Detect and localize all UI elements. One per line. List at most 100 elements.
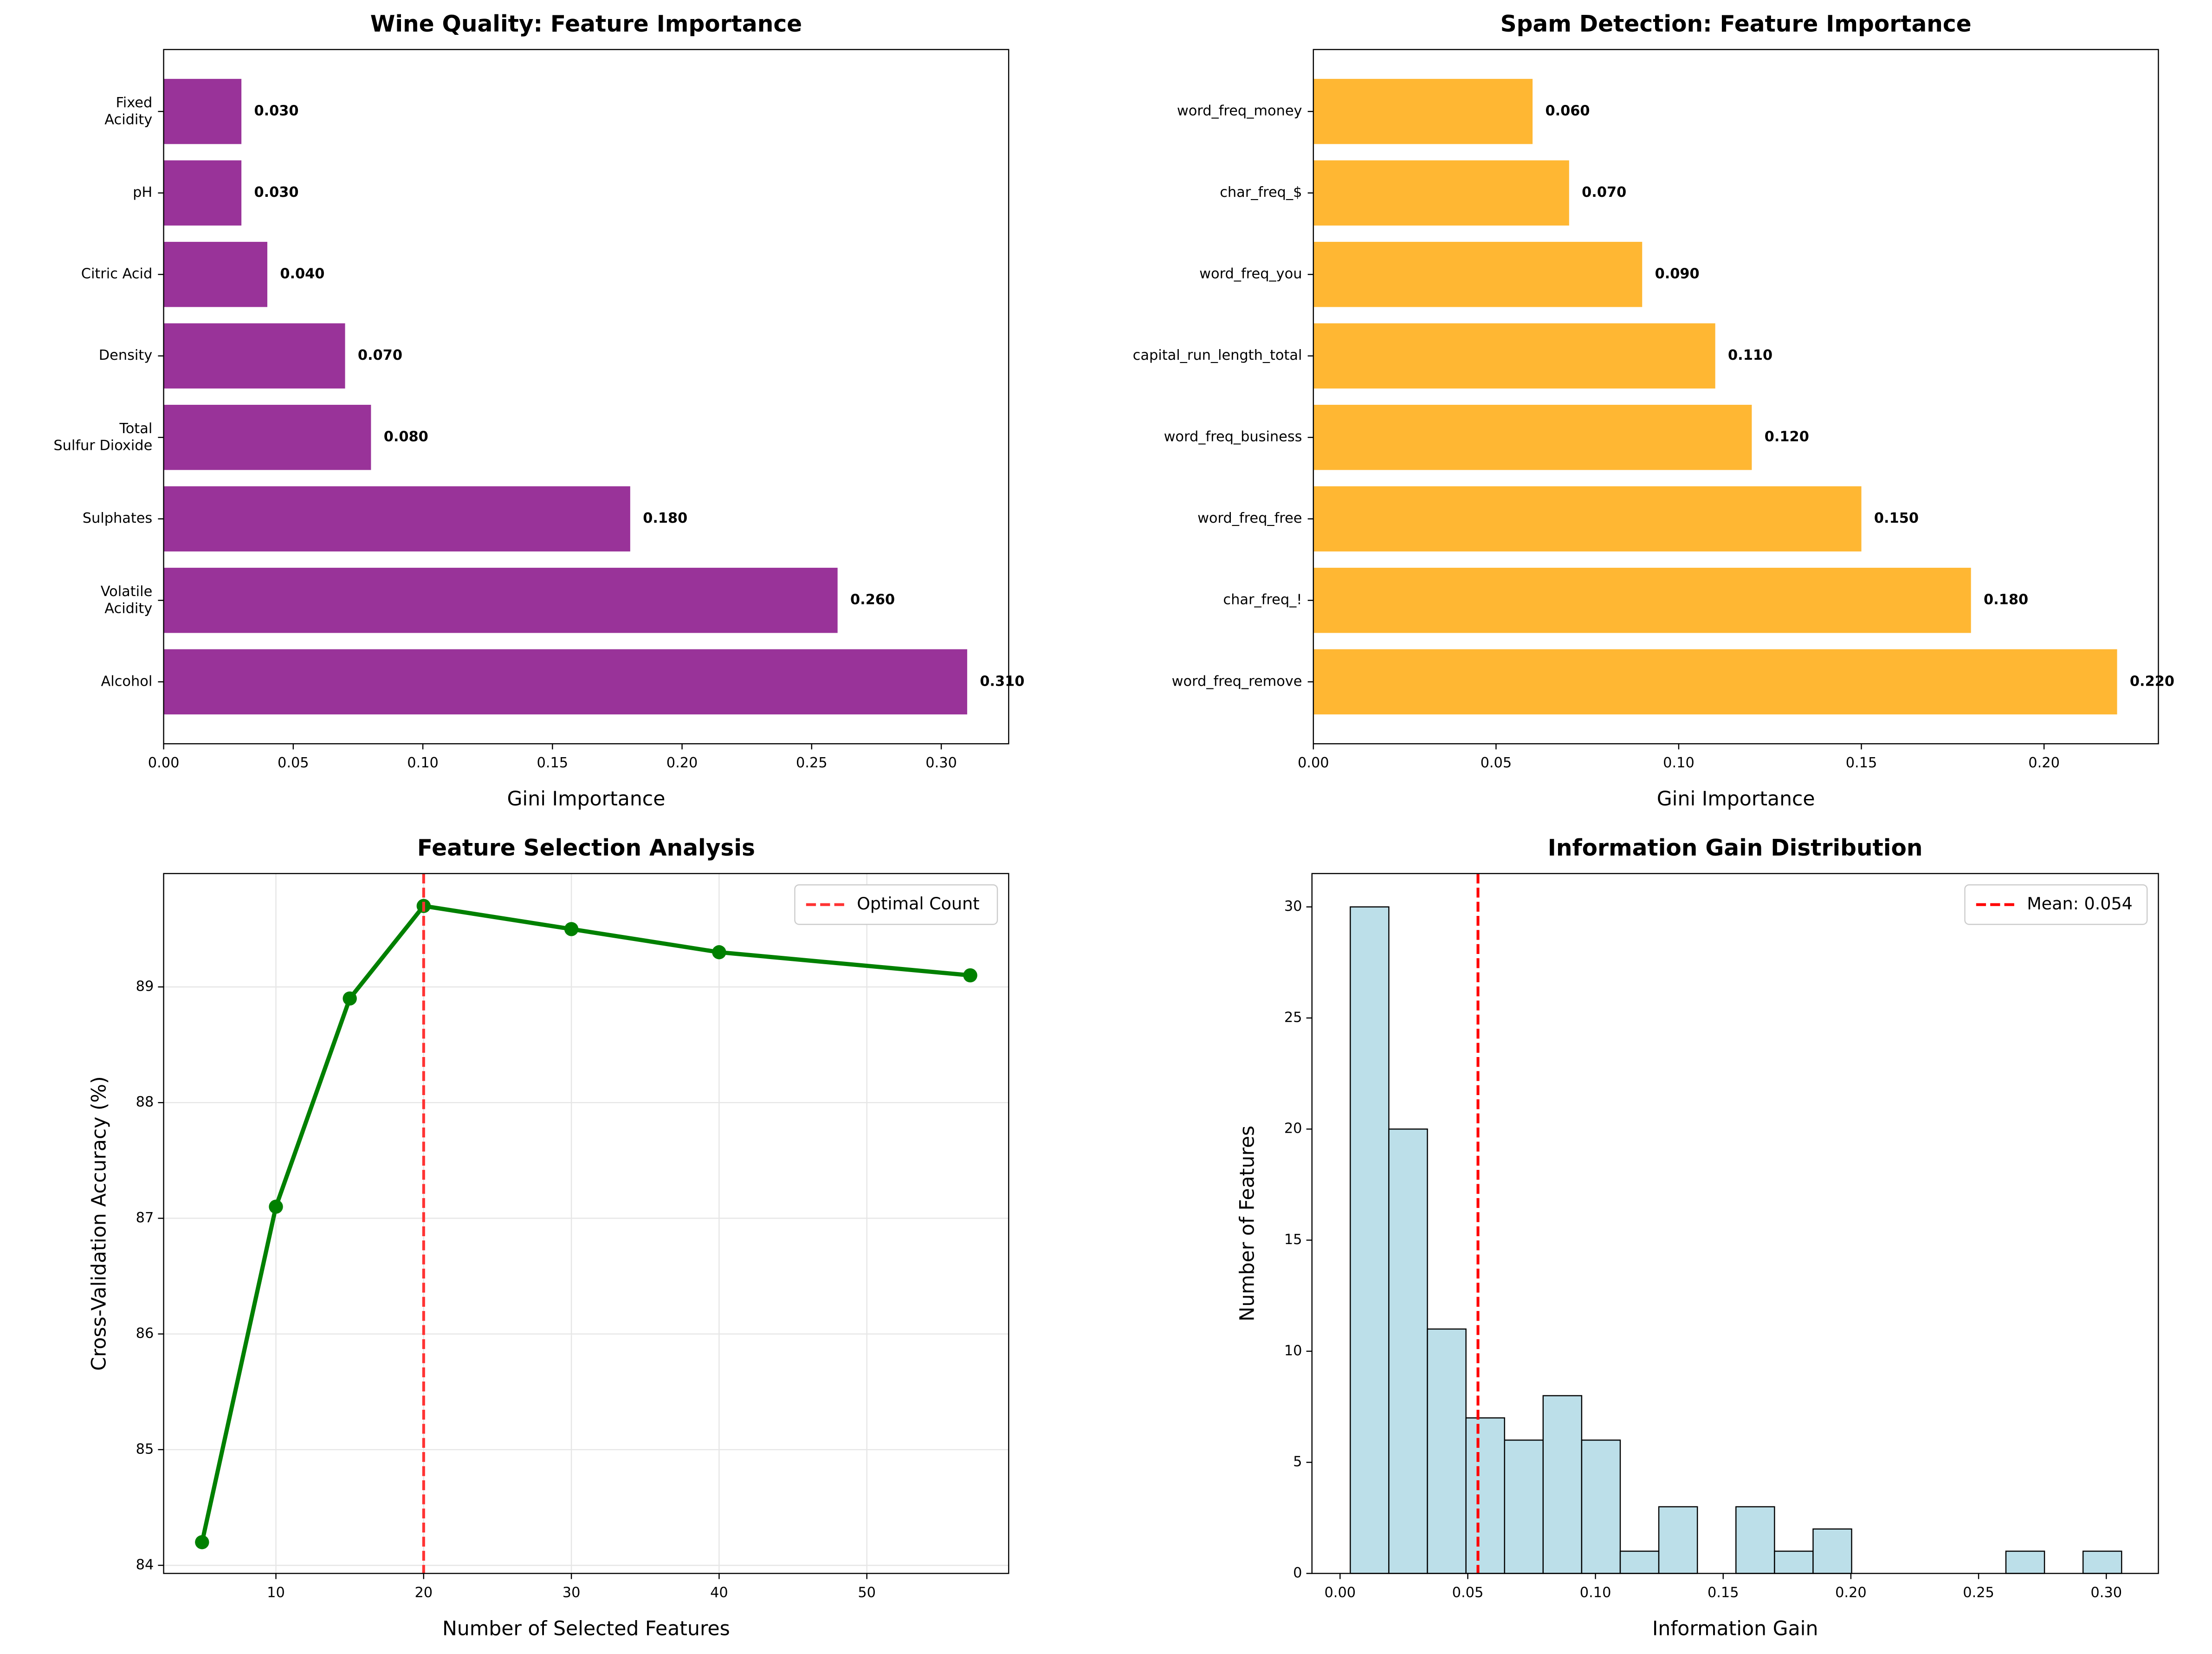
y-tick-label: word_freq_remove — [1172, 673, 1302, 689]
x-tick-label: 0.20 — [1835, 1584, 1867, 1601]
y-tick-label: 89 — [136, 979, 154, 995]
chart-title: Wine Quality: Feature Importance — [370, 11, 802, 37]
value-label: 0.180 — [1984, 592, 2028, 608]
histogram-bar — [1812, 1528, 1852, 1574]
x-tick-label: 0.15 — [1708, 1584, 1739, 1601]
y-tick-label: word_freq_business — [1164, 429, 1302, 445]
axes-frame — [163, 49, 1009, 745]
y-tick-label: word_freq_free — [1197, 510, 1302, 526]
y-tick-label: 20 — [1284, 1121, 1302, 1137]
point — [343, 991, 357, 1006]
x-tick-label: 0.30 — [2090, 1584, 2122, 1601]
y-tick-label: word_freq_you — [1199, 266, 1302, 282]
y-tick-label: 85 — [136, 1441, 154, 1457]
x-tick-label: 30 — [563, 1584, 581, 1601]
x-tick-label: 0.00 — [1298, 755, 1329, 771]
y-tick-label: Citric Acid — [81, 266, 153, 282]
y-axis-label: Cross-Validation Accuracy (%) — [88, 1076, 110, 1371]
y-tick-label: pH — [133, 184, 152, 201]
value-label: 0.040 — [280, 266, 324, 282]
histogram-bar — [1658, 1506, 1698, 1574]
histogram-bar — [1619, 1550, 1660, 1574]
legend-box — [794, 884, 998, 925]
x-tick-label: 0.05 — [278, 755, 309, 771]
x-tick-label: 0.05 — [1481, 755, 1512, 771]
x-tick-label: 40 — [710, 1584, 728, 1601]
x-tick-label: 0.20 — [666, 755, 698, 771]
value-label: 0.030 — [254, 184, 298, 201]
y-tick-label: 87 — [136, 1210, 154, 1226]
histogram-bar — [1542, 1395, 1583, 1574]
bar — [1313, 160, 1569, 226]
x-tick-label: 0.10 — [1663, 755, 1695, 771]
value-label: 0.060 — [1545, 103, 1590, 119]
bar — [163, 568, 838, 633]
value-label: 0.030 — [254, 103, 298, 119]
y-tick-label: 0 — [1293, 1565, 1302, 1581]
point — [963, 968, 977, 983]
y-tick-label: 25 — [1284, 1009, 1302, 1025]
histogram-bar — [1774, 1550, 1814, 1574]
value-label: 0.090 — [1655, 266, 1700, 282]
bar — [1313, 486, 1862, 551]
bar — [163, 486, 630, 551]
bar — [163, 160, 242, 226]
histogram-bar — [1735, 1506, 1775, 1574]
chart-title: Information Gain Distribution — [1548, 835, 1923, 861]
x-tick-label: 0.20 — [2028, 755, 2060, 771]
axes-frame — [163, 873, 1009, 1574]
value-label: 0.070 — [1582, 184, 1626, 201]
x-tick-label: 50 — [858, 1584, 876, 1601]
x-tick-label: 10 — [267, 1584, 285, 1601]
line — [200, 903, 970, 1543]
value-label: 0.220 — [2130, 673, 2174, 689]
point — [564, 922, 579, 936]
x-tick-label: 0.10 — [407, 755, 439, 771]
point — [269, 1200, 283, 1214]
y-tick-label: capital_run_length_total — [1133, 347, 1302, 363]
y-axis-label: Number of Features — [1236, 1126, 1259, 1322]
y-tick-label: Alcohol — [101, 673, 152, 689]
bar — [163, 649, 967, 714]
y-tick-label: 30 — [1284, 898, 1302, 915]
bar — [163, 323, 345, 389]
histogram-bar — [2082, 1550, 2122, 1574]
x-tick-label: 0.15 — [537, 755, 569, 771]
y-tick-label: Volatile Acidity — [101, 584, 153, 616]
bar — [163, 241, 267, 307]
x-axis-label: Gini Importance — [507, 788, 665, 811]
chart-title: Spam Detection: Feature Importance — [1501, 11, 1972, 37]
x-tick-label: 0.25 — [796, 755, 828, 771]
value-label: 0.180 — [643, 510, 687, 526]
y-tick-label: 86 — [136, 1325, 154, 1342]
y-tick-label: char_freq_$ — [1220, 184, 1302, 201]
y-tick-label: 84 — [136, 1557, 154, 1573]
histogram-bar — [2005, 1550, 2045, 1574]
value-label: 0.110 — [1728, 347, 1772, 363]
point — [195, 1535, 209, 1550]
value-label: 0.070 — [358, 347, 402, 363]
x-tick-label: 0.25 — [1963, 1584, 1994, 1601]
x-tick-label: 0.05 — [1452, 1584, 1484, 1601]
y-tick-label: Total Sulfur Dioxide — [53, 420, 152, 453]
bar — [1313, 568, 1971, 633]
y-tick-label: Density — [99, 347, 153, 363]
axes-frame — [1311, 873, 2159, 1574]
bar — [163, 404, 371, 470]
value-label: 0.080 — [384, 429, 428, 445]
y-tick-label: char_freq_! — [1223, 592, 1302, 608]
x-axis-label: Information Gain — [1652, 1617, 1818, 1640]
bar — [1313, 649, 2117, 714]
x-tick-label: 0.00 — [148, 755, 180, 771]
histogram-bar — [1427, 1328, 1467, 1574]
legend-box — [1964, 884, 2148, 925]
histogram-bar — [1465, 1417, 1505, 1574]
x-axis-label: Gini Importance — [1657, 788, 1815, 811]
y-tick-label: Fixed Acidity — [104, 94, 152, 127]
x-tick-label: 0.10 — [1580, 1584, 1611, 1601]
legend-text: Optimal Count — [857, 894, 979, 914]
x-axis-label: Number of Selected Features — [442, 1617, 730, 1640]
histogram-bar — [1350, 906, 1390, 1574]
